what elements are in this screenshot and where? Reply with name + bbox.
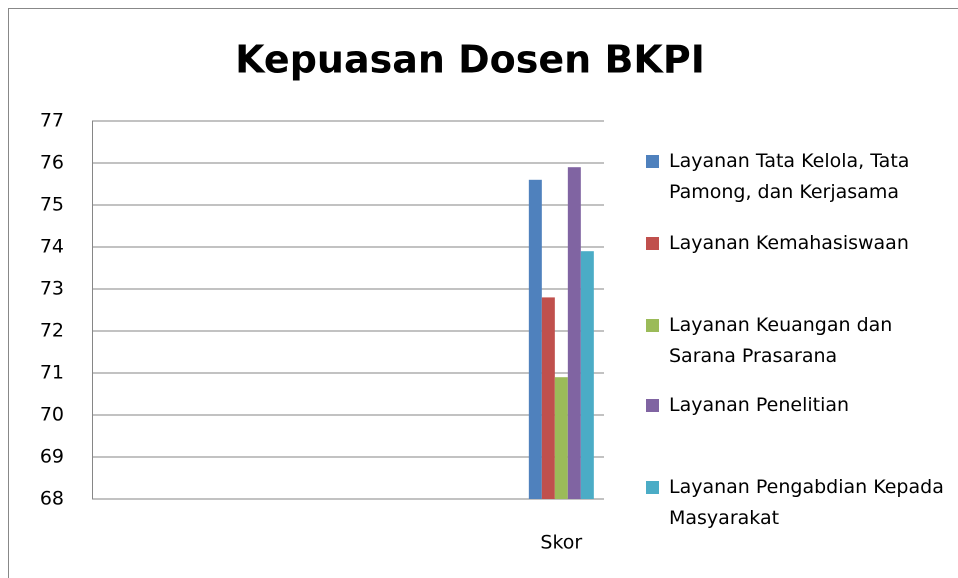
bar — [567, 167, 581, 499]
legend-label: Layanan Keuangan dan Sarana Prasarana — [669, 314, 893, 367]
y-tick-label: 76 — [40, 152, 64, 174]
y-tick-label: 70 — [40, 404, 64, 426]
y-tick-label: 71 — [40, 362, 64, 384]
legend-item: Layanan Tata Kelola, Tata Pamong, dan Ke… — [646, 146, 956, 208]
chart-title: Kepuasan Dosen BKPI — [235, 38, 705, 82]
y-tick-label: 69 — [40, 446, 64, 468]
y-tick-label: 74 — [40, 236, 64, 258]
legend-label: Layanan Tata Kelola, Tata Pamong, dan Ke… — [669, 150, 910, 203]
legend-swatch — [646, 319, 659, 332]
legend-swatch — [646, 481, 659, 494]
x-tick-label: Skor — [540, 532, 582, 554]
chart-border — [8, 8, 958, 578]
bar — [554, 377, 568, 499]
y-tick-label: 73 — [40, 278, 64, 300]
bar — [541, 297, 555, 499]
legend-item: Layanan Keuangan dan Sarana Prasarana — [646, 310, 956, 372]
y-tick-label: 68 — [40, 488, 64, 510]
legend-swatch — [646, 237, 659, 250]
legend-label: Layanan Kemahasiswaan — [669, 232, 909, 254]
bar — [580, 251, 594, 499]
legend-item: Layanan Penelitian — [646, 390, 956, 421]
y-tick-label: 75 — [40, 194, 64, 216]
legend-swatch — [646, 155, 659, 168]
legend-label: Layanan Pengabdian Kepada Masyarakat — [669, 476, 944, 529]
legend-swatch — [646, 399, 659, 412]
y-tick-label: 72 — [40, 320, 64, 342]
bar — [528, 179, 542, 500]
y-tick-label: 77 — [40, 110, 64, 132]
legend-label: Layanan Penelitian — [669, 394, 850, 416]
legend-item: Layanan Kemahasiswaan — [646, 228, 956, 259]
legend-item: Layanan Pengabdian Kepada Masyarakat — [646, 472, 956, 534]
